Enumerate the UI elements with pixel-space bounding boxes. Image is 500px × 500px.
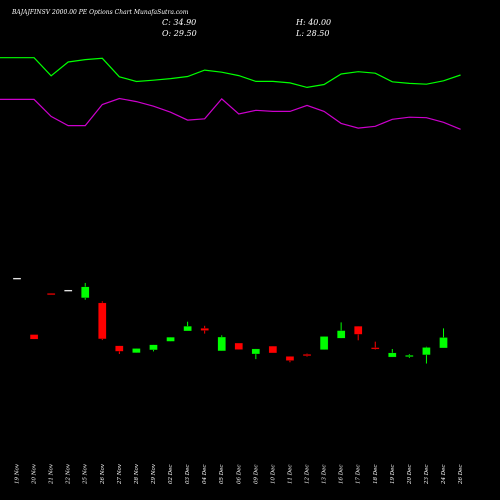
candle-body xyxy=(268,345,278,354)
candle-body xyxy=(29,334,39,340)
candle-body xyxy=(81,286,90,299)
candle xyxy=(251,348,260,360)
x-tick-label: 11 Dec xyxy=(287,465,293,485)
candle-body xyxy=(439,337,448,349)
x-tick-label: 21 Nov xyxy=(49,463,55,485)
x-tick-label: 29 Nov xyxy=(151,463,157,485)
candle-body xyxy=(371,347,380,350)
candle-body xyxy=(166,336,175,342)
candle-body xyxy=(115,345,124,352)
candle-body xyxy=(405,355,414,357)
candle xyxy=(336,322,346,339)
x-tick-label: 20 Nov xyxy=(32,463,38,485)
candle-body xyxy=(183,325,192,332)
x-tick-label: 03 Dec xyxy=(185,465,191,485)
candle-body xyxy=(64,289,73,292)
candle xyxy=(422,346,431,364)
indicator-line-1 xyxy=(0,57,461,89)
x-tick-label: 02 Dec xyxy=(168,465,174,485)
x-axis-ticks: 19 Nov 20 Nov 21 Nov 22 Nov 25 Nov 26 Nov 27 N… xyxy=(15,463,465,485)
open-value: O: 29.50 xyxy=(162,29,197,38)
low-value: L: 28.50 xyxy=(295,29,329,38)
candle xyxy=(115,345,124,355)
x-tick-label: 27 Nov xyxy=(117,463,123,485)
high-value: H: 40.00 xyxy=(295,18,331,27)
candle-body xyxy=(12,277,22,280)
x-tick-label: 19 Dec xyxy=(390,465,396,485)
indicator-lines xyxy=(0,57,461,130)
candle xyxy=(149,344,158,352)
candle xyxy=(354,325,363,341)
candle xyxy=(319,336,329,350)
x-tick-label: 25 Nov xyxy=(83,463,89,485)
candle-body xyxy=(336,330,346,339)
indicator-line-2 xyxy=(0,97,461,130)
candle-body xyxy=(132,348,141,354)
x-tick-label: 06 Dec xyxy=(236,465,242,485)
candle xyxy=(268,345,278,354)
candle xyxy=(302,353,312,357)
candle-body xyxy=(388,352,397,358)
candle xyxy=(12,277,22,280)
x-tick-label: 19 Nov xyxy=(15,463,21,484)
candle xyxy=(183,321,192,332)
x-tick-label: 16 Dec xyxy=(339,465,345,485)
x-tick-label: 04 Dec xyxy=(202,465,208,485)
close-value: C: 34.90 xyxy=(162,18,196,27)
x-tick-label: 13 Dec xyxy=(322,465,328,485)
x-tick-label: 12 Dec xyxy=(305,465,311,485)
x-tick-label: 10 Dec xyxy=(270,465,276,485)
candle xyxy=(64,289,73,292)
candle xyxy=(234,342,243,350)
candle-body xyxy=(98,302,107,340)
x-tick-label: 23 Dec xyxy=(424,465,430,486)
candle xyxy=(285,356,295,363)
candle xyxy=(46,293,56,296)
candle-body xyxy=(46,293,56,296)
candle xyxy=(166,336,175,342)
x-tick-label: 26 Nov xyxy=(100,463,106,485)
candle-body xyxy=(149,344,158,351)
candle-body xyxy=(200,328,209,331)
candle xyxy=(405,354,414,358)
candle xyxy=(217,335,226,352)
x-tick-label: 24 Dec xyxy=(441,465,447,486)
x-tick-label: 22 Nov xyxy=(66,463,72,485)
x-tick-label: 17 Dec xyxy=(356,465,362,485)
chart-title: BAJAJFINSV 2000.00 PE Options Chart Muna… xyxy=(11,9,189,16)
x-tick-label: 26 Dec xyxy=(458,465,464,486)
candle-body xyxy=(285,356,295,361)
candle-body xyxy=(302,354,312,356)
candle-body xyxy=(319,336,329,350)
candle xyxy=(132,348,141,354)
candle-body xyxy=(234,342,243,350)
x-tick-label: 28 Nov xyxy=(134,463,140,485)
candle-body xyxy=(251,348,260,355)
candle xyxy=(81,282,90,300)
x-tick-label: 05 Dec xyxy=(219,465,225,485)
candle xyxy=(200,325,209,334)
x-tick-label: 18 Dec xyxy=(373,465,379,485)
candle xyxy=(98,301,107,341)
candle xyxy=(371,341,380,350)
x-tick-label: 20 Dec xyxy=(407,465,413,486)
candle-body xyxy=(422,347,431,356)
candle-body xyxy=(354,325,363,335)
candle xyxy=(388,349,397,358)
candle xyxy=(29,334,39,340)
x-tick-label: 09 Dec xyxy=(253,465,259,485)
candles xyxy=(12,277,448,364)
candle-body xyxy=(217,336,226,352)
candle xyxy=(439,328,448,349)
